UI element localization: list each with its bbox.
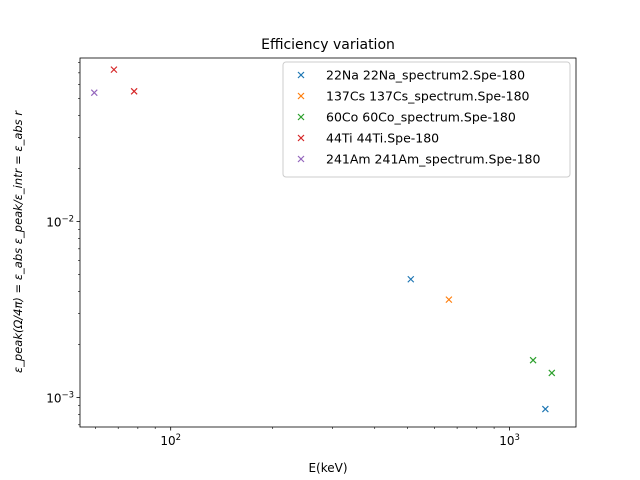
plot-frame	[79, 57, 577, 428]
legend-label: 137Cs 137Cs_spectrum.Spe-180	[326, 89, 530, 104]
legend-label: 22Na 22Na_spectrum2.Spe-180	[326, 68, 525, 83]
data-point	[548, 369, 556, 377]
legend-item: 241Am 241Am_spectrum.Spe-180	[297, 152, 540, 167]
x-axis-label: E(keV)	[308, 461, 347, 475]
x-major-ticks: 102 103	[160, 427, 520, 448]
data-point	[529, 356, 537, 364]
legend-marker	[297, 155, 305, 163]
x-tick-label: 103	[499, 433, 520, 448]
chart-title: Efficiency variation	[261, 37, 395, 53]
legend-label: 241Am 241Am_spectrum.Spe-180	[326, 152, 540, 167]
y-tick-label: 10−3	[46, 391, 74, 406]
data-point	[541, 405, 549, 413]
data-point	[130, 87, 138, 95]
data-point	[110, 66, 118, 74]
legend: 22Na 22Na_spectrum2.Spe-180 137Cs 137Cs_s…	[282, 61, 571, 178]
y-axis-label-text: ε_peak(Ω/4π) = ε_abs ε_peak/ε_intr = ε_a…	[11, 110, 25, 373]
legend-marker	[297, 113, 305, 121]
y-major-ticks: 10−3 10−2	[46, 215, 80, 406]
data-point	[445, 296, 453, 304]
series-2	[529, 356, 556, 377]
legend-box	[282, 61, 571, 178]
legend-item: 137Cs 137Cs_spectrum.Spe-180	[297, 89, 530, 104]
series-1	[445, 296, 453, 304]
x-tick-label: 102	[160, 433, 181, 448]
legend-marker	[297, 71, 305, 79]
series-4	[90, 89, 98, 97]
data-point	[90, 89, 98, 97]
legend-item: 22Na 22Na_spectrum2.Spe-180	[297, 68, 525, 83]
legend-label: 44Ti 44Ti.Spe-180	[326, 131, 439, 146]
legend-marker	[297, 92, 305, 100]
series-0	[407, 275, 549, 413]
plot-area: 102 103 10−3 10−2	[46, 57, 577, 448]
y-axis-label: ε_peak(Ω/4π) = ε_abs ε_peak/ε_intr = ε_a…	[11, 110, 25, 373]
y-tick-label: 10−2	[46, 215, 74, 230]
legend-label: 60Co 60Co_spectrum.Spe-180	[326, 110, 516, 125]
series-3	[110, 66, 138, 95]
legend-item: 44Ti 44Ti.Spe-180	[297, 131, 439, 146]
legend-item: 60Co 60Co_spectrum.Spe-180	[297, 110, 516, 125]
data-point	[407, 275, 415, 283]
legend-marker	[297, 134, 305, 142]
